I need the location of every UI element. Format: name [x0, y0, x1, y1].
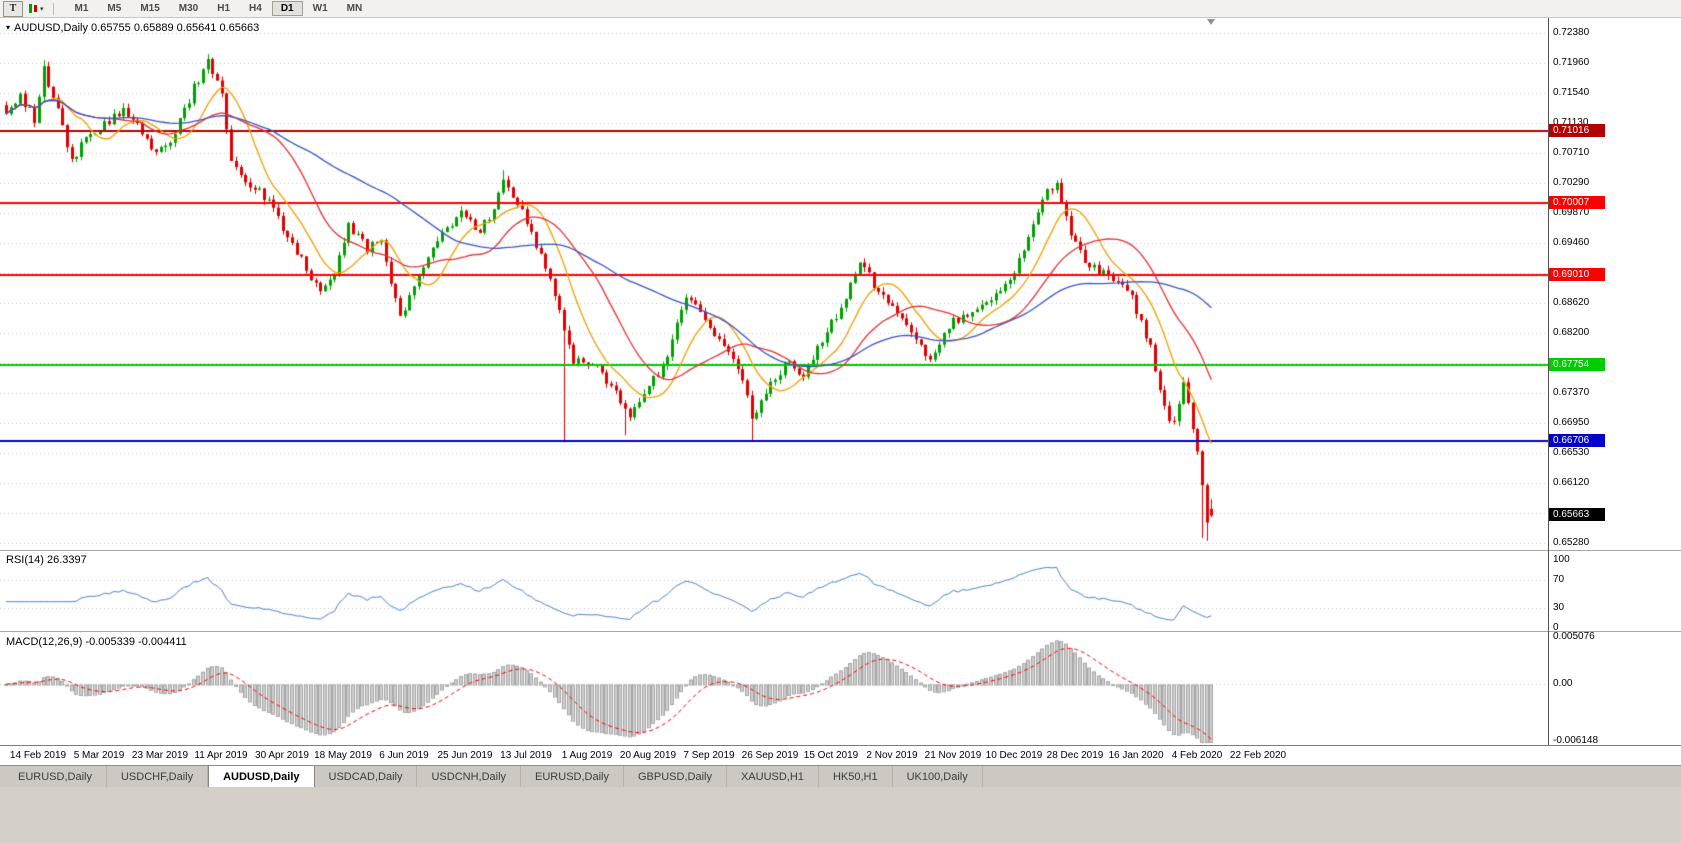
date-axis-label: 1 Aug 2019 [561, 750, 613, 761]
timeframe-toolbar: M1 M5 M15 M30 H1 H4 D1 W1 MN [66, 1, 372, 16]
timeframe-button-m15[interactable]: M15 [140, 3, 160, 14]
date-axis-label: 6 Jun 2019 [379, 750, 429, 761]
collapse-triangle-icon[interactable]: ▾ [6, 23, 11, 32]
price-axis-separator [1548, 17, 1549, 745]
rsi-axis-label: 100 [1553, 554, 1570, 565]
template-icon: T [9, 3, 17, 14]
symbol-tab-eurusd-daily[interactable]: EURUSD,Daily [521, 766, 624, 787]
date-axis-label: 28 Dec 2019 [1046, 750, 1104, 761]
price-axis-label: 0.66120 [1553, 476, 1590, 488]
price-axis-label: 0.66950 [1553, 417, 1590, 429]
template-button[interactable]: T [3, 0, 23, 17]
date-axis-label: 21 Nov 2019 [924, 750, 982, 761]
price-axis-label: 0.70710 [1553, 146, 1590, 158]
chart-type-dropdown-button[interactable]: ▾ [26, 2, 46, 16]
chart-shift-marker-icon[interactable] [1207, 19, 1215, 25]
candlestick-icon [34, 5, 37, 12]
price-axis-label: 0.65280 [1553, 537, 1590, 548]
panel-resize-handle-macd[interactable] [0, 631, 1681, 632]
timeframe-button-d1[interactable]: D1 [271, 1, 303, 16]
timeframe-button-mn[interactable]: MN [346, 3, 363, 14]
rsi-axis-label: 0 [1553, 622, 1559, 633]
date-axis-label: 18 May 2019 [314, 750, 372, 761]
symbol-tab-audusd-daily[interactable]: AUDUSD,Daily [208, 766, 315, 787]
symbol-tab-eurusd-daily[interactable]: EURUSD,Daily [4, 766, 107, 787]
date-axis-label: 13 Jul 2019 [500, 750, 552, 761]
timeframe-button-w1[interactable]: W1 [312, 3, 328, 14]
hline-price-label: 0.70007 [1549, 196, 1605, 210]
symbol-tab-usdcnh-daily[interactable]: USDCNH,Daily [417, 766, 522, 787]
panel-resize-handle-rsi[interactable] [0, 550, 1681, 551]
date-axis-label: 7 Sep 2019 [683, 750, 735, 761]
price-axis-label: 0.66530 [1553, 447, 1590, 459]
date-axis-label: 5 Mar 2019 [73, 750, 125, 761]
timeframe-button-h1[interactable]: H1 [217, 3, 231, 14]
date-axis-label: 25 Jun 2019 [437, 750, 493, 761]
date-axis-label: 26 Sep 2019 [741, 750, 799, 761]
symbol-tab-hk50-h1[interactable]: HK50,H1 [819, 766, 893, 787]
rsi-label: RSI(14) 26.3397 [6, 554, 87, 566]
hline-price-label: 0.67754 [1549, 358, 1605, 372]
rsi-indicator-canvas[interactable] [0, 551, 1548, 631]
bottom-strip [0, 786, 1681, 843]
candlestick-icon [29, 4, 32, 13]
date-axis-label: 14 Feb 2019 [9, 750, 67, 761]
chart-title-text: AUDUSD,Daily 0.65755 0.65889 0.65641 0.6… [14, 22, 260, 34]
timeframe-button-m5[interactable]: M5 [107, 3, 122, 14]
symbol-tab-usdcad-daily[interactable]: USDCAD,Daily [315, 766, 418, 787]
chart-title: ▾ AUDUSD,Daily 0.65755 0.65889 0.65641 0.… [6, 22, 259, 34]
timeframe-button-m1[interactable]: M1 [74, 3, 89, 14]
date-axis-label: 11 Apr 2019 [194, 750, 248, 761]
toolbar-separator [52, 2, 54, 15]
symbol-tab-gbpusd-daily[interactable]: GBPUSD,Daily [624, 766, 727, 787]
symbol-tab-xauusd-h1[interactable]: XAUUSD,H1 [727, 766, 819, 787]
price-axis-label: 0.71540 [1553, 87, 1590, 99]
symbol-tab-uk100-daily[interactable]: UK100,Daily [893, 766, 983, 787]
date-axis-label: 10 Dec 2019 [985, 750, 1043, 761]
chart-tabbar: EURUSD,Daily USDCHF,Daily AUDUSD,Daily USDC… [0, 765, 1681, 787]
timeframe-button-m30[interactable]: M30 [178, 3, 199, 14]
price-axis-label: 0.72380 [1553, 27, 1590, 38]
price-chart-canvas[interactable] [0, 17, 1548, 550]
date-axis-label: 2 Nov 2019 [866, 750, 918, 761]
hline-price-label: 0.66706 [1549, 433, 1605, 447]
symbol-tab-usdchf-daily[interactable]: USDCHF,Daily [107, 766, 209, 787]
macd-axis-label: 0.00 [1553, 678, 1573, 689]
date-axis-separator [0, 745, 1681, 746]
toolbar: T ▾ M1 M5 M15 M30 H1 H4 D1 W1 MN [0, 0, 1681, 18]
date-axis-label: 30 Apr 2019 [255, 750, 309, 761]
macd-axis-label: 0.005076 [1553, 631, 1595, 642]
date-axis-label: 20 Aug 2019 [619, 750, 677, 761]
price-axis-label: 0.68200 [1553, 327, 1590, 339]
macd-axis-label: -0.006148 [1553, 734, 1599, 746]
date-axis-label: 22 Feb 2020 [1229, 750, 1287, 761]
macd-indicator-canvas[interactable] [0, 632, 1548, 745]
price-axis-label: 0.71130 [1553, 116, 1589, 128]
date-axis-label: 15 Oct 2019 [803, 750, 859, 761]
price-axis-label: 0.68620 [1553, 297, 1590, 309]
hline-price-label: 0.71016 [1549, 123, 1605, 137]
current-price-label: 0.65663 [1549, 508, 1605, 522]
dropdown-caret-icon: ▾ [40, 5, 44, 13]
date-axis-label: 16 Jan 2020 [1108, 750, 1164, 761]
price-axis-label: 0.69460 [1553, 236, 1590, 248]
price-axis-label: 0.71960 [1553, 57, 1590, 69]
macd-label: MACD(12,26,9) -0.005339 -0.004411 [6, 636, 187, 648]
date-axis-label: 4 Feb 2020 [1171, 750, 1223, 761]
price-axis-label: 0.69870 [1553, 207, 1590, 219]
hline-price-label: 0.69010 [1549, 268, 1605, 282]
price-axis-label: 0.67370 [1553, 386, 1590, 398]
rsi-axis-label: 30 [1553, 601, 1565, 613]
price-axis-label: 0.70290 [1553, 177, 1590, 189]
rsi-axis-label: 70 [1553, 574, 1565, 586]
date-axis-label: 23 Mar 2019 [131, 750, 189, 761]
timeframe-button-h4[interactable]: H4 [249, 3, 262, 14]
